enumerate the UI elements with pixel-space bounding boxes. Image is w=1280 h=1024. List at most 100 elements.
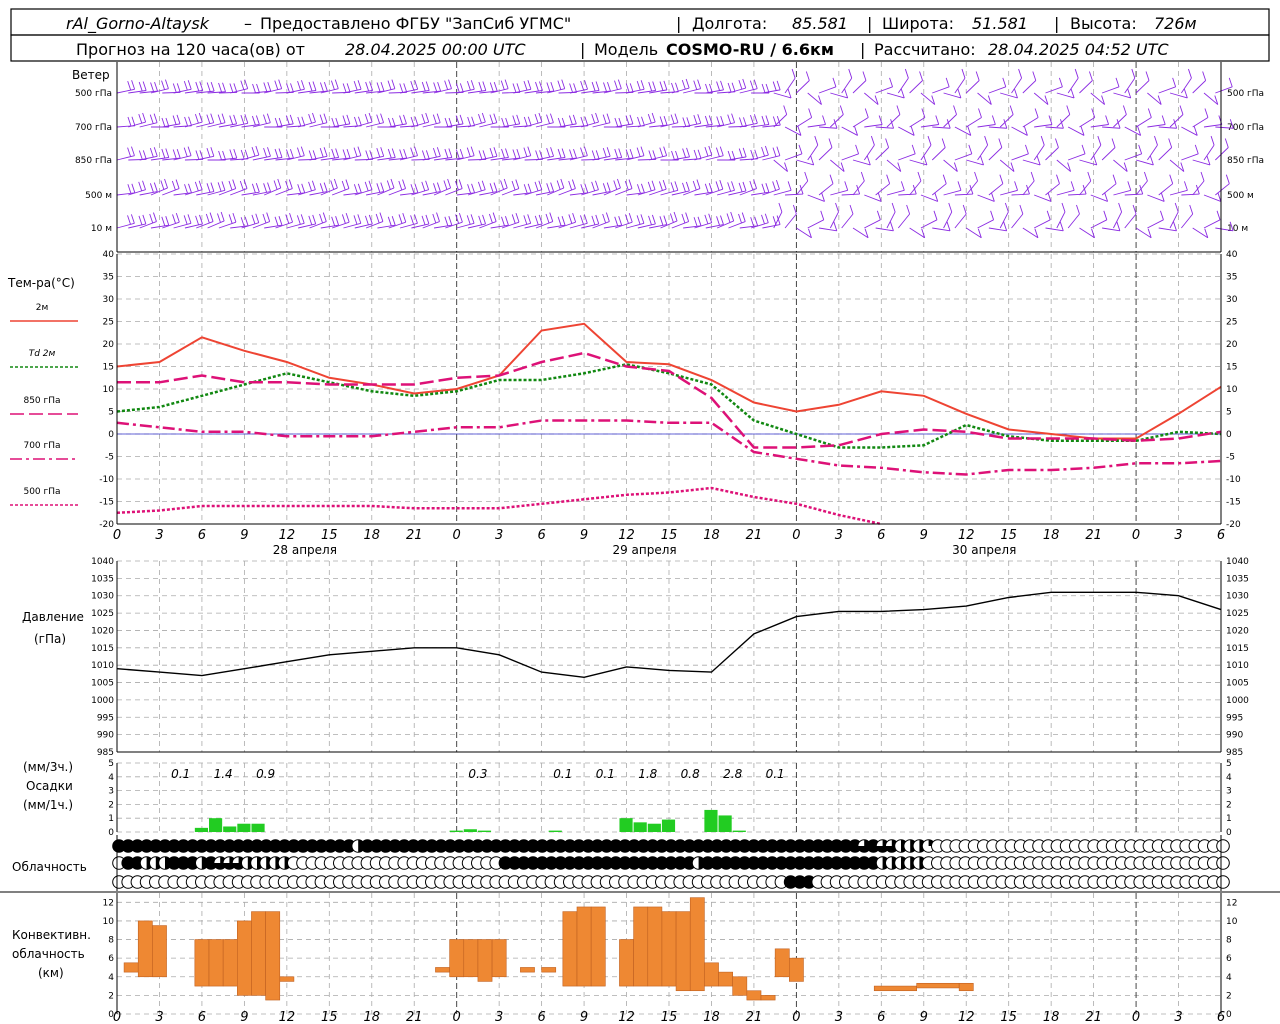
wind-barb-feather	[421, 215, 426, 225]
wind-barb	[943, 114, 957, 128]
wind-barb-feather	[999, 174, 1004, 184]
wind-barb	[1180, 77, 1192, 94]
wind-barb-feather	[341, 214, 346, 224]
wind-barb	[999, 211, 1009, 229]
wind-barb	[1113, 92, 1131, 99]
wind-barb-feather	[187, 214, 192, 224]
wind-barb-feather	[274, 117, 279, 128]
wind-barb-feather	[991, 115, 996, 125]
wind-barb-feather	[1229, 221, 1234, 231]
wind-barb-feather	[1116, 221, 1121, 231]
wind-barb-feather	[614, 80, 618, 90]
wind-barb	[841, 126, 858, 136]
wind-barb-feather	[595, 214, 600, 225]
wind-barb-feather	[500, 180, 504, 190]
wind-barb	[863, 144, 875, 161]
wind-barb	[762, 89, 781, 94]
wind-barb	[501, 157, 520, 161]
wind-barb-feather	[969, 184, 974, 195]
wind-barb-feather	[651, 112, 656, 123]
wind-barb	[1147, 124, 1166, 128]
wind-barb-feather	[704, 183, 709, 193]
legend-t500-label: 500 гПа	[23, 487, 60, 497]
wind-barb-feather	[297, 80, 301, 91]
precip-unit-1h: (мм/1ч.)	[23, 798, 73, 812]
conv-ytick-right: 2	[1226, 991, 1232, 1001]
wind-barb-feather	[206, 82, 211, 92]
wind-barb-feather	[274, 80, 279, 90]
conv-xtick: 18	[1043, 1010, 1060, 1024]
wind-barb-feather	[138, 215, 143, 225]
wind-barb-feather	[561, 216, 566, 226]
wind-barb-feather	[368, 112, 373, 123]
wind-barb-feather	[941, 138, 946, 148]
wind-barb	[626, 88, 645, 94]
wind-barb	[728, 87, 746, 94]
wind-barb-feather	[797, 126, 802, 136]
wind-barb-feather	[742, 147, 747, 158]
wind-barb-feather	[931, 95, 936, 105]
wind-barb	[728, 221, 746, 229]
wind-barb-feather	[1018, 68, 1023, 79]
wind-barb	[852, 117, 869, 128]
wind-barb	[1056, 189, 1075, 196]
wind-barb-feather	[301, 80, 305, 90]
wind-barb	[569, 222, 588, 229]
wind-barb	[682, 188, 701, 196]
wind-barb-feather	[550, 81, 555, 92]
wind-barb-feather	[738, 148, 743, 158]
forecast-label: Прогноз на 120 часа(ов) от	[76, 40, 305, 59]
wind-barb-feather	[331, 148, 336, 159]
temp-ytick-left: 15	[103, 363, 114, 373]
conv-xtick: 0	[792, 1010, 800, 1024]
wind-barb-feather	[425, 81, 430, 91]
precip-ytick-right: 1	[1226, 814, 1232, 824]
conv-cloud-bar	[137, 920, 153, 978]
wind-barb	[932, 86, 950, 94]
wind-barb	[343, 155, 362, 161]
wind-barb-feather	[787, 88, 792, 99]
wind-barb-feather	[198, 180, 203, 190]
wind-barb-feather	[153, 212, 157, 222]
wind-barb	[637, 90, 656, 94]
wind-barb-feather	[515, 212, 520, 223]
wind-barb-feather	[978, 108, 982, 118]
wind-barb-feather	[663, 146, 668, 156]
wind-barb	[275, 188, 293, 196]
wind-barb-feather	[399, 149, 404, 159]
wind-barb-feather	[716, 81, 721, 91]
wind-barb-feather	[753, 114, 758, 124]
wind-barb	[275, 157, 294, 161]
wind-barb-feather	[1101, 95, 1106, 105]
wind-barb-feather	[228, 214, 233, 224]
wind-barb	[1045, 126, 1064, 129]
wind-barb	[467, 223, 486, 229]
wind-barb-feather	[998, 138, 1003, 148]
wind-barb-feather	[229, 115, 234, 125]
wind-barb-feather	[387, 216, 392, 226]
wind-barb	[909, 80, 923, 94]
wind-barb	[773, 92, 792, 99]
wind-barb	[422, 221, 440, 229]
wind-barb-feather	[738, 79, 743, 90]
wind-barb	[852, 227, 869, 239]
wind-barb	[932, 227, 951, 232]
wind-barb-feather	[900, 88, 905, 99]
wind-barb	[196, 155, 214, 161]
wind-barb-feather	[715, 181, 720, 191]
temp-xtick: 21	[1085, 528, 1102, 543]
wind-barb-feather	[606, 113, 611, 123]
wind-barb	[1011, 213, 1024, 229]
conv-cloud-bar	[704, 962, 719, 987]
wind-barb-feather	[1010, 162, 1015, 172]
wind-barb	[954, 77, 966, 94]
wind-barb	[1135, 159, 1154, 166]
wind-barb	[445, 157, 464, 161]
wind-barb	[875, 183, 890, 196]
press-ytick-left: 1030	[91, 592, 114, 602]
wind-barb	[1056, 114, 1071, 128]
wind-barb-feather	[669, 213, 674, 223]
wind-barb-feather	[652, 81, 657, 91]
wind-barb-feather	[319, 147, 324, 158]
wind-barb	[184, 189, 203, 196]
